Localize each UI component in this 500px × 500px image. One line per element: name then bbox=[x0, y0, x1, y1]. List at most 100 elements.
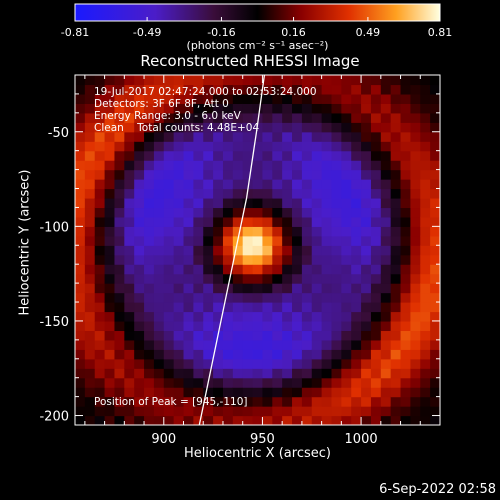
heatmap-cell bbox=[321, 179, 333, 190]
heatmap-cell bbox=[173, 160, 185, 171]
heatmap-cell bbox=[262, 368, 273, 379]
heatmap-cell bbox=[222, 292, 234, 303]
heatmap-cell bbox=[311, 197, 323, 209]
heatmap-cell bbox=[410, 179, 421, 190]
heatmap-cell bbox=[104, 103, 116, 114]
heatmap-cell bbox=[104, 179, 116, 190]
heatmap-cell bbox=[400, 358, 411, 369]
heatmap-cell bbox=[311, 311, 323, 322]
heatmap-cell bbox=[262, 103, 273, 114]
heatmap-cell bbox=[134, 396, 145, 407]
heatmap-cell bbox=[430, 302, 440, 313]
heatmap-cell bbox=[213, 245, 224, 256]
heatmap-cell bbox=[370, 150, 382, 161]
heatmap-cell bbox=[252, 141, 264, 152]
heatmap-cell bbox=[272, 207, 283, 218]
heatmap-cell bbox=[400, 160, 411, 171]
heatmap-cell bbox=[351, 197, 362, 209]
heatmap-cell bbox=[361, 141, 372, 152]
heatmap-cell bbox=[420, 131, 431, 142]
heatmap-cell bbox=[272, 84, 283, 95]
heatmap-cell bbox=[292, 179, 303, 190]
heatmap-cell bbox=[311, 368, 323, 379]
heatmap-cell bbox=[262, 377, 273, 388]
heatmap-cell bbox=[292, 122, 303, 133]
heatmap-cell bbox=[311, 150, 323, 161]
heatmap-cell bbox=[163, 387, 175, 398]
heatmap-cell bbox=[193, 406, 204, 417]
heatmap-cell bbox=[222, 377, 234, 388]
heatmap-cell bbox=[134, 169, 145, 180]
heatmap-cell bbox=[213, 396, 224, 407]
heatmap-cell bbox=[380, 226, 392, 237]
heatmap-cell bbox=[163, 216, 175, 227]
heatmap-cell bbox=[400, 302, 411, 313]
heatmap-cell bbox=[213, 264, 224, 275]
heatmap-cell bbox=[420, 368, 431, 379]
heatmap-cell bbox=[380, 103, 392, 114]
heatmap-cell bbox=[420, 302, 431, 313]
heatmap-cell bbox=[341, 169, 352, 180]
heatmap-cell bbox=[311, 93, 323, 104]
heatmap-cell bbox=[370, 141, 382, 152]
heatmap-cell bbox=[321, 349, 333, 360]
heatmap-cell bbox=[262, 131, 273, 142]
heatmap-cell bbox=[163, 302, 175, 313]
heatmap-cell bbox=[252, 358, 264, 369]
heatmap-cell bbox=[430, 188, 440, 199]
heatmap-cell bbox=[213, 141, 224, 152]
heatmap-cell bbox=[410, 150, 421, 161]
heatmap-cell bbox=[390, 349, 402, 360]
heatmap-cell bbox=[390, 122, 402, 133]
heatmap-cell bbox=[94, 226, 106, 237]
heatmap-cell bbox=[222, 112, 234, 123]
heatmap-cell bbox=[183, 264, 194, 275]
heatmap-cell bbox=[242, 406, 254, 417]
heatmap-cell bbox=[410, 131, 421, 142]
heatmap-cell bbox=[321, 122, 333, 133]
heatmap-cell bbox=[173, 131, 185, 142]
heatmap-cell bbox=[183, 415, 194, 425]
heatmap-cell bbox=[262, 339, 273, 350]
heatmap-cell bbox=[144, 188, 155, 199]
heatmap-cell bbox=[114, 273, 125, 284]
heatmap-cell bbox=[420, 387, 431, 398]
heatmap-cell bbox=[361, 197, 372, 209]
heatmap-cell bbox=[292, 302, 303, 313]
heatmap-cell bbox=[124, 245, 135, 256]
heatmap-cell bbox=[272, 235, 283, 246]
heatmap-cell bbox=[292, 160, 303, 171]
heatmap-cell bbox=[430, 122, 440, 133]
heatmap-cell bbox=[222, 84, 234, 95]
heatmap-cell bbox=[420, 150, 431, 161]
heatmap-cell bbox=[104, 339, 116, 350]
heatmap-cell bbox=[262, 245, 273, 256]
heatmap-cell bbox=[361, 235, 372, 246]
heatmap-cell bbox=[84, 216, 96, 227]
heatmap-cell bbox=[370, 396, 382, 407]
heatmap-cell bbox=[420, 235, 431, 246]
heatmap-cell bbox=[370, 330, 382, 341]
heatmap-cell bbox=[242, 292, 254, 303]
heatmap-cell bbox=[94, 368, 106, 379]
heatmap-cell bbox=[252, 160, 264, 171]
heatmap-cell bbox=[163, 112, 175, 123]
heatmap-cell bbox=[114, 75, 125, 86]
heatmap-cell bbox=[94, 141, 106, 152]
heatmap-cell bbox=[282, 368, 293, 379]
heatmap-cell bbox=[163, 358, 175, 369]
heatmap-cell bbox=[242, 387, 254, 398]
heatmap-cell bbox=[183, 330, 194, 341]
heatmap-cell bbox=[331, 235, 342, 246]
heatmap-cell bbox=[153, 311, 165, 322]
heatmap-cell bbox=[213, 235, 224, 246]
heatmap-cell bbox=[361, 122, 372, 133]
heatmap-cell bbox=[163, 273, 175, 284]
heatmap-cell bbox=[173, 283, 185, 294]
heatmap-cell bbox=[272, 226, 283, 237]
heatmap-cell bbox=[292, 75, 303, 86]
heatmap-cell bbox=[134, 311, 145, 322]
heatmap-cell bbox=[94, 339, 106, 350]
heatmap-cell bbox=[114, 349, 125, 360]
heatmap-cell bbox=[380, 179, 392, 190]
